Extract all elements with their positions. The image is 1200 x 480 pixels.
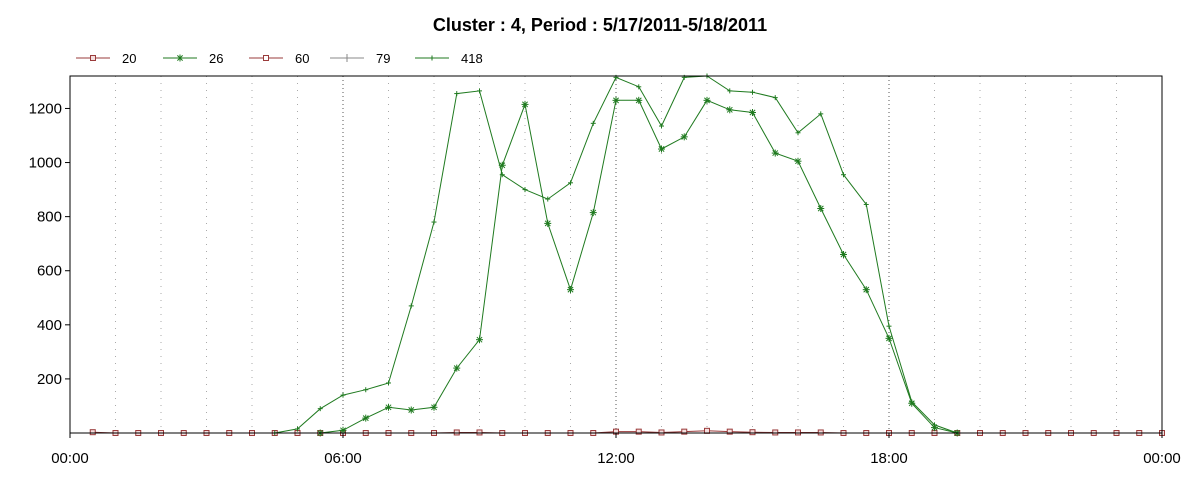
plot-area: [69, 73, 1165, 437]
legend-label: 26: [209, 51, 223, 66]
data-point: [477, 88, 482, 94]
legend-item-26: 26: [163, 51, 223, 66]
data-point: [817, 205, 825, 213]
data-point: [771, 149, 779, 157]
y-tick-label: 1000: [29, 155, 62, 172]
data-point: [658, 145, 665, 153]
data-point: [453, 429, 460, 436]
data-point: [681, 428, 688, 435]
data-point: [659, 123, 664, 129]
data-point: [544, 219, 552, 227]
legend-item-20: 20: [76, 51, 136, 66]
data-point: [932, 422, 937, 428]
data-point: [363, 387, 369, 393]
data-point: [703, 96, 711, 104]
data-point: [750, 89, 755, 95]
x-tick-label: 12:00: [597, 450, 635, 467]
data-point: [453, 364, 461, 372]
data-point: [476, 429, 483, 436]
data-point: [454, 91, 460, 97]
y-axis: 200 400 600 800 1000 1200: [29, 100, 70, 388]
legend-label: 79: [376, 51, 390, 66]
data-point: [635, 428, 642, 435]
data-point: [772, 429, 779, 436]
data-point: [407, 406, 415, 414]
data-point: [749, 109, 756, 117]
data-point: [590, 120, 596, 126]
legend-swatch-marker: [176, 54, 184, 62]
x-tick-label: 00:00: [1143, 450, 1181, 467]
data-point: [339, 426, 347, 434]
legend-item-418: 418: [415, 51, 483, 66]
data-point: [749, 429, 756, 436]
data-point: [795, 130, 801, 136]
data-point: [89, 429, 96, 436]
data-point: [499, 172, 505, 178]
data-point: [727, 88, 733, 94]
y-tick-label: 800: [37, 209, 62, 226]
plot-background: [70, 76, 1162, 433]
data-point: [885, 334, 893, 342]
data-point: [295, 426, 300, 432]
data-point: [636, 84, 642, 90]
data-point: [680, 133, 688, 141]
data-point: [841, 172, 846, 178]
data-point: [862, 286, 870, 294]
y-tick-label: 600: [37, 263, 62, 280]
data-point: [431, 219, 437, 225]
data-point: [612, 96, 620, 104]
legend-item-60: 60: [249, 51, 309, 66]
legend-item-79: 79: [330, 51, 390, 66]
data-point: [795, 429, 801, 436]
data-point: [818, 111, 824, 117]
legend-swatch-marker: [343, 54, 351, 62]
x-axis: 00:00 06:00 12:00 18:00 00:00: [51, 433, 1181, 467]
data-point: [817, 429, 824, 436]
y-tick-label: 1200: [29, 100, 62, 117]
data-point: [589, 209, 597, 217]
y-tick-label: 400: [37, 317, 62, 334]
x-tick-label: 06:00: [324, 450, 362, 467]
data-point: [386, 380, 391, 386]
data-point: [476, 336, 483, 344]
legend-label: 418: [461, 51, 483, 66]
data-point: [408, 303, 414, 309]
data-point: [568, 180, 573, 186]
series-26: [316, 96, 961, 437]
data-point: [385, 403, 392, 411]
data-point: [658, 429, 665, 436]
data-point: [362, 414, 370, 422]
legend-swatch-marker: [263, 55, 269, 61]
x-tick-label: 18:00: [870, 450, 908, 467]
legend-label: 20: [122, 51, 136, 66]
data-point: [317, 406, 323, 412]
legend-swatch-marker: [429, 55, 435, 61]
x-tick-label: 00:00: [51, 450, 89, 467]
data-point: [909, 399, 915, 405]
y-tick-label: 200: [37, 371, 62, 388]
data-point: [886, 323, 892, 329]
data-point: [635, 96, 643, 104]
data-point: [522, 187, 528, 193]
data-point: [430, 403, 438, 411]
data-point: [726, 106, 734, 114]
legend-swatch-marker: [90, 55, 96, 61]
data-point: [545, 196, 551, 202]
legend: 20 26 60 79 418: [76, 51, 483, 66]
data-point: [567, 286, 574, 294]
legend-label: 60: [295, 51, 309, 66]
chart-title: Cluster : 4, Period : 5/17/2011-5/18/201…: [433, 15, 767, 35]
data-point: [840, 251, 847, 258]
data-point: [863, 201, 869, 207]
data-point: [726, 428, 733, 435]
data-point: [521, 100, 529, 108]
data-point: [772, 95, 778, 101]
data-point: [794, 157, 802, 165]
data-point: [340, 392, 346, 398]
